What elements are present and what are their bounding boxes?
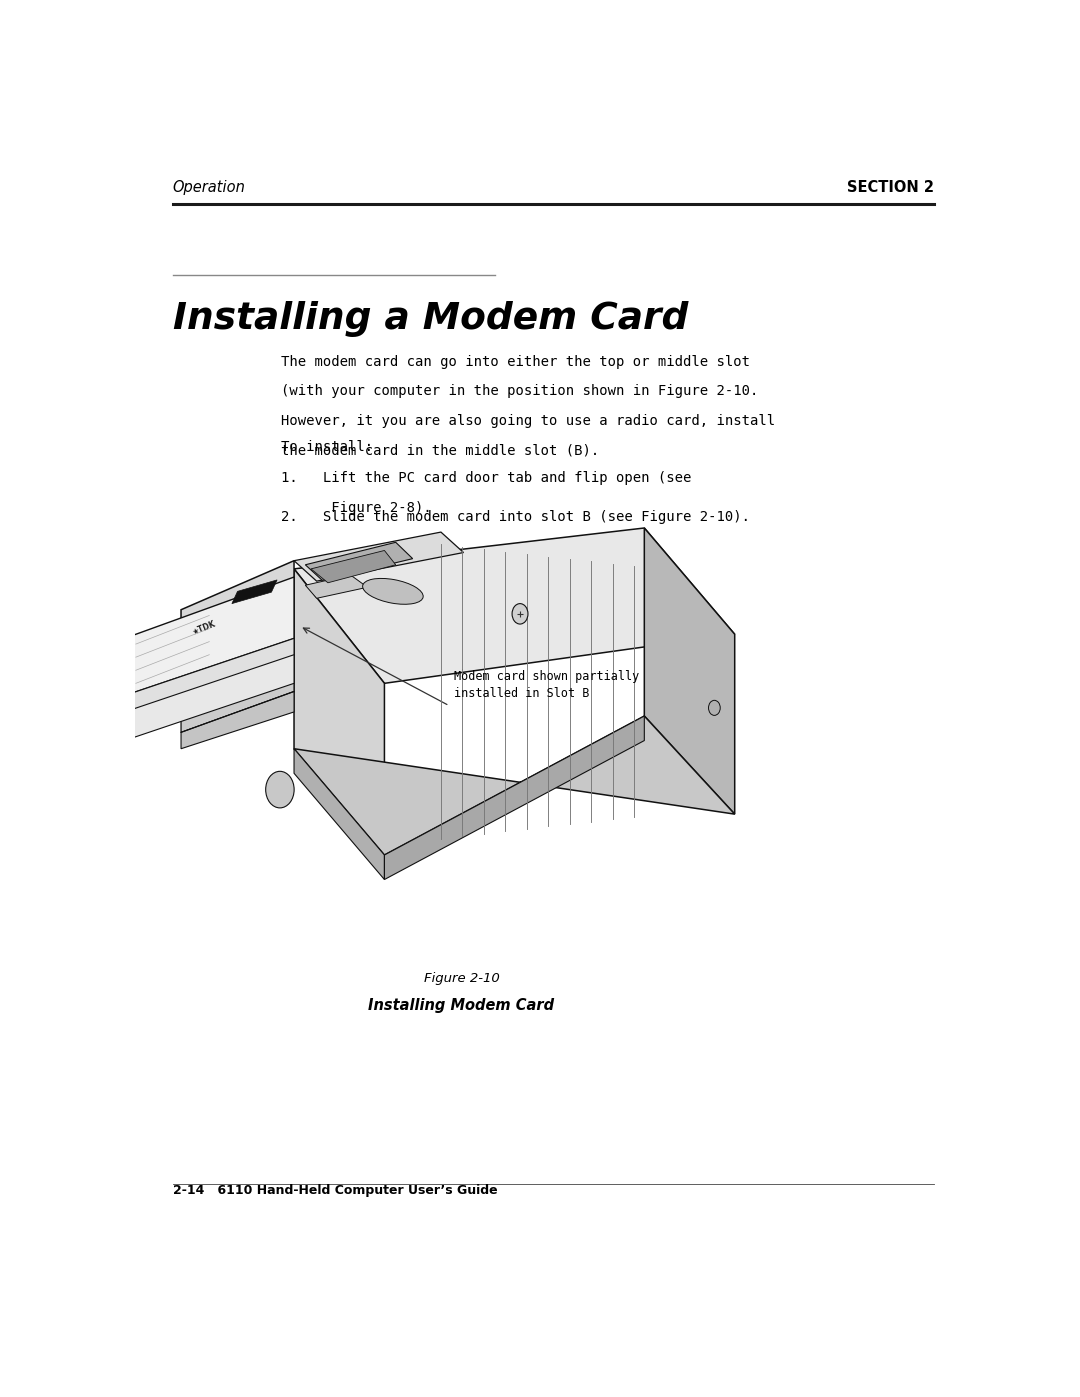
Circle shape xyxy=(266,771,294,807)
Text: Installing Modem Card: Installing Modem Card xyxy=(368,997,554,1013)
Text: 1.   Lift the PC card door tab and flip open (see: 1. Lift the PC card door tab and flip op… xyxy=(282,471,692,485)
Ellipse shape xyxy=(363,578,423,605)
Polygon shape xyxy=(294,717,734,855)
Polygon shape xyxy=(306,576,367,598)
Polygon shape xyxy=(294,532,463,581)
Text: the modem card in the middle slot (B).: the modem card in the middle slot (B). xyxy=(282,444,599,458)
Text: Figure 2-10: Figure 2-10 xyxy=(423,972,499,985)
Circle shape xyxy=(512,604,528,624)
Text: (with your computer in the position shown in Figure 2-10.: (with your computer in the position show… xyxy=(282,384,759,398)
Text: 2-14   6110 Hand-Held Computer User’s Guide: 2-14 6110 Hand-Held Computer User’s Guid… xyxy=(173,1185,497,1197)
Circle shape xyxy=(708,700,720,715)
Polygon shape xyxy=(232,580,278,604)
Polygon shape xyxy=(181,560,294,671)
Polygon shape xyxy=(108,700,124,753)
Text: Modem card shown partially
installed in Slot B: Modem card shown partially installed in … xyxy=(454,671,639,700)
Polygon shape xyxy=(294,749,384,880)
Text: 2.   Slide the modem card into slot B (see Figure 2-10).: 2. Slide the modem card into slot B (see… xyxy=(282,510,751,524)
Polygon shape xyxy=(645,528,734,814)
Text: Figure 2-8).: Figure 2-8). xyxy=(282,500,432,514)
Polygon shape xyxy=(124,638,294,712)
Polygon shape xyxy=(311,550,395,583)
Text: ★TDK: ★TDK xyxy=(190,619,217,637)
Text: SECTION 2: SECTION 2 xyxy=(848,180,934,196)
Text: Operation: Operation xyxy=(173,180,245,196)
Text: However, it you are also going to use a radio card, install: However, it you are also going to use a … xyxy=(282,414,775,427)
Text: To install:: To install: xyxy=(282,440,374,454)
Polygon shape xyxy=(294,569,384,855)
Polygon shape xyxy=(181,626,294,732)
Polygon shape xyxy=(384,717,645,880)
Polygon shape xyxy=(108,638,124,708)
Text: The modem card can go into either the top or middle slot: The modem card can go into either the to… xyxy=(282,355,751,369)
Polygon shape xyxy=(124,643,294,740)
Polygon shape xyxy=(181,692,294,749)
Polygon shape xyxy=(294,528,734,683)
Text: Installing a Modem Card: Installing a Modem Card xyxy=(173,300,688,337)
Polygon shape xyxy=(306,542,413,580)
Polygon shape xyxy=(124,577,294,696)
